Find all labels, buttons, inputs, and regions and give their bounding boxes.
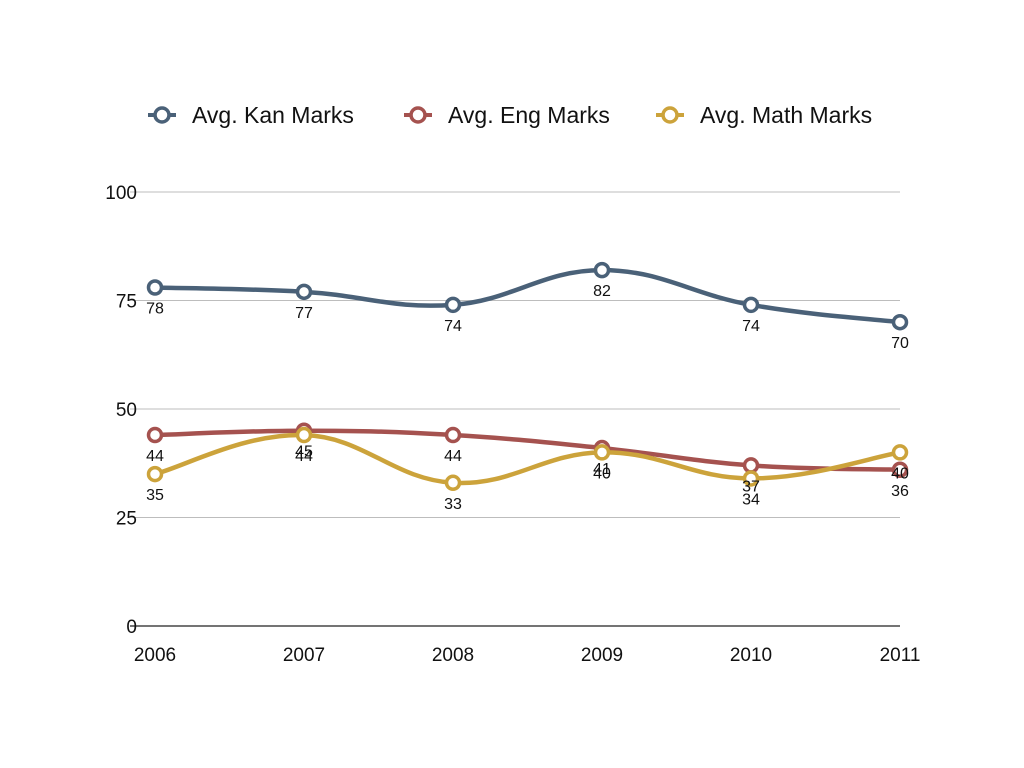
data-point-math — [295, 426, 313, 444]
x-tick-label: 2007 — [283, 645, 325, 666]
data-label-kan: 70 — [891, 335, 909, 352]
data-label-kan: 82 — [593, 283, 611, 300]
y-tick-label: 100 — [105, 183, 137, 204]
x-tick-label: 2008 — [432, 645, 474, 666]
data-label-kan: 77 — [295, 305, 313, 322]
y-tick-label: 0 — [126, 617, 137, 638]
x-tick-label: 2009 — [581, 645, 623, 666]
data-point-math — [593, 444, 611, 461]
legend-item-math: Avg. Math Marks — [656, 102, 872, 128]
legend-swatch-marker — [661, 106, 679, 124]
data-point-kan — [444, 296, 462, 314]
data-point-kan — [593, 261, 611, 279]
legend: Avg. Kan Marks Avg. Eng Marks Avg. Math Ma… — [148, 102, 872, 128]
data-point-math — [146, 465, 164, 483]
legend-label: Avg. Eng Marks — [448, 102, 610, 128]
data-label-math: 35 — [146, 487, 164, 504]
legend-swatch-marker — [409, 106, 427, 124]
data-label-math: 44 — [295, 448, 313, 465]
series-line-eng — [152, 428, 903, 473]
data-point-kan — [891, 313, 909, 331]
x-tick-label: 2006 — [134, 645, 176, 666]
series-lines — [146, 261, 909, 492]
data-point-eng — [444, 426, 462, 444]
data-label-math: 34 — [742, 491, 760, 508]
data-point-kan — [742, 296, 760, 314]
data-label-eng: 44 — [444, 448, 462, 465]
data-label-eng: 36 — [891, 483, 909, 500]
axes: 0 25 50 75 100 2006 2007 2008 2009 2010 2011 — [105, 183, 920, 666]
data-label-math: 33 — [444, 496, 462, 513]
data-point-math — [444, 474, 462, 492]
data-point-eng — [891, 461, 909, 479]
legend-swatch-marker — [153, 106, 171, 124]
legend-item-eng: Avg. Eng Marks — [404, 102, 610, 128]
data-label-kan: 74 — [742, 318, 760, 335]
y-tick-label: 25 — [116, 509, 137, 530]
data-point-math — [742, 470, 760, 487]
legend-label: Avg. Kan Marks — [192, 102, 354, 128]
data-label-eng: 41 — [593, 461, 611, 478]
legend-label: Avg. Math Marks — [700, 102, 872, 128]
series-line-math — [152, 432, 903, 486]
data-label-math: 40 — [891, 465, 909, 482]
y-tick-label: 50 — [116, 400, 137, 421]
data-point-eng — [742, 457, 760, 474]
data-point-kan — [295, 283, 313, 301]
data-label-eng: 45 — [295, 444, 313, 461]
data-point-kan — [146, 279, 164, 296]
y-tick-label: 75 — [116, 292, 137, 313]
data-label-kan: 78 — [146, 300, 164, 317]
data-label-kan: 74 — [444, 318, 462, 335]
data-label-eng: 44 — [146, 448, 164, 465]
data-point-math — [891, 444, 909, 461]
data-point-eng — [146, 426, 164, 444]
legend-item-kan: Avg. Kan Marks — [148, 102, 354, 128]
data-label-math: 40 — [593, 465, 611, 482]
series-line-kan — [152, 267, 903, 325]
x-tick-label: 2010 — [730, 645, 772, 666]
data-label-eng: 37 — [742, 478, 760, 495]
grid-lines — [130, 191, 900, 518]
x-tick-label: 2011 — [880, 645, 921, 666]
